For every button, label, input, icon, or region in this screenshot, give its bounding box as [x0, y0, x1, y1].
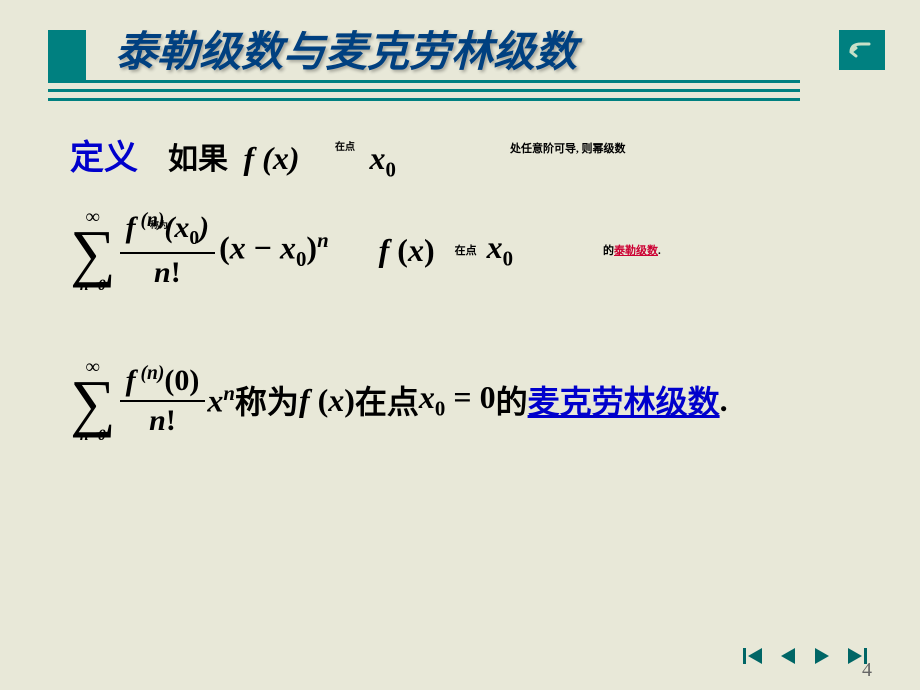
x0-expr: x0	[369, 140, 395, 182]
at-point-2: 在点	[455, 242, 477, 258]
f-of-x-2: f (x)	[299, 382, 355, 419]
sigma-symbol-2: ∑	[70, 377, 116, 428]
page-number: 4	[862, 659, 872, 682]
taylor-formula: ∞ ∑ n=0 f (n)(x0) n! (x − x0)n f (x) 在点 …	[70, 200, 870, 300]
f-of-x-1: f (x)	[379, 232, 435, 269]
nav-controls	[740, 644, 870, 668]
taylor-link-region: 的泰勒级数.	[603, 241, 661, 259]
fraction-2: f (n)(0) n!	[120, 363, 206, 438]
sigma-bottom-2: n=0	[80, 428, 106, 444]
called-annotation-1: 称为	[150, 218, 168, 231]
period-2: .	[720, 382, 728, 419]
denominator-2: n!	[149, 404, 176, 438]
sigma-1: ∞ ∑ n=0	[70, 207, 116, 294]
header-accent-bar	[48, 30, 86, 80]
xn-term: xn	[207, 382, 235, 420]
header-stripes	[48, 80, 800, 107]
maclaurin-series-link[interactable]: 麦克劳林级数	[528, 377, 720, 423]
sigma-bottom: n=0	[80, 278, 106, 294]
taylor-series-link[interactable]: 泰勒级数	[614, 245, 658, 257]
x0-eq-0: x0 = 0	[419, 379, 496, 421]
content-area: 定义 如果 f (x) x0 在点 处任意阶可导, 则幂级数 ∞ ∑ n=0 f…	[70, 130, 870, 450]
denominator-1: n!	[154, 256, 181, 290]
header-region: 泰勒级数与麦克劳林级数	[0, 0, 920, 115]
maclaurin-formula: ∞ ∑ n=0 f (n)(0) n! xn 称为 f (x) 在点 x0 = …	[70, 350, 870, 450]
arbitrary-deriv-text: 处任意阶可导, 则幂级数	[510, 140, 626, 156]
called-text: 称为	[235, 377, 299, 423]
nav-prev-button[interactable]	[774, 644, 802, 668]
page-title: 泰勒级数与麦克劳林级数	[115, 18, 577, 79]
of-text: 的	[603, 245, 614, 257]
if-text: 如果	[168, 143, 228, 176]
term-expr: (x − x0)n	[219, 229, 329, 272]
definition-label: 定义	[70, 130, 138, 179]
nav-first-button[interactable]	[740, 644, 768, 668]
sigma-2: ∞ ∑ n=0	[70, 357, 116, 444]
definition-row: 定义 如果 f (x) x0	[70, 130, 870, 182]
nav-next-button[interactable]	[808, 644, 836, 668]
sigma-symbol: ∑	[70, 227, 116, 278]
back-button[interactable]	[839, 30, 885, 70]
x0-2: x0	[487, 229, 513, 271]
at-point-annotation: 在点	[335, 138, 355, 153]
of-text-2: 的	[496, 377, 528, 423]
definition-text: 如果 f (x)	[168, 134, 299, 178]
at-point-text-2: 在点	[355, 377, 419, 423]
numerator-2: f (n)(0)	[120, 363, 206, 398]
